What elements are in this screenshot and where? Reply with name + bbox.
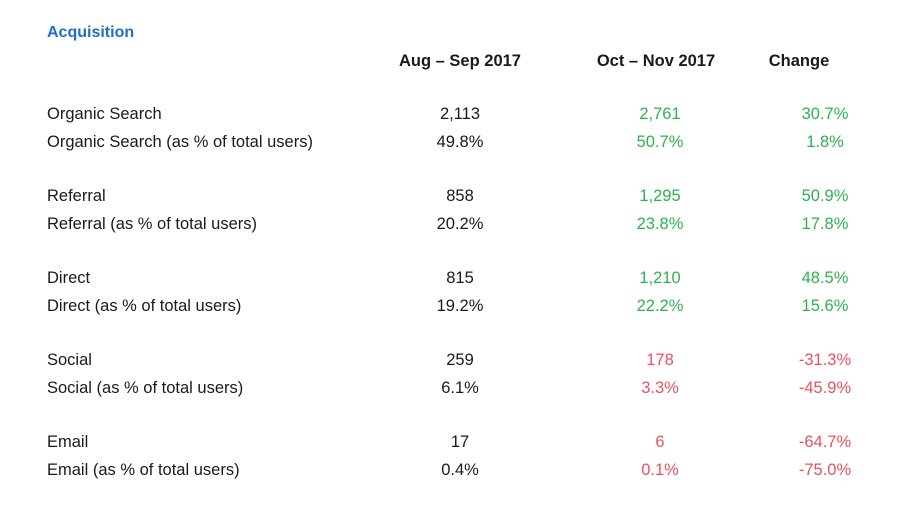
column-header-change: Change xyxy=(768,52,830,70)
change-value: -45.9% xyxy=(798,379,852,397)
row-label: Social (as % of total users) xyxy=(47,379,244,397)
change-value: 1.8% xyxy=(806,133,844,151)
row-label: Referral xyxy=(47,187,106,205)
aug-sep-value: 6.1% xyxy=(441,379,479,397)
table-row: Social 259 178 -31.3% xyxy=(0,351,920,375)
aug-sep-value: 20.2% xyxy=(436,215,484,233)
row-label: Direct (as % of total users) xyxy=(47,297,242,315)
change-value: 50.9% xyxy=(801,187,849,205)
oct-nov-value: 1,210 xyxy=(639,269,681,287)
aug-sep-value: 858 xyxy=(446,187,474,205)
change-value: 15.6% xyxy=(801,297,849,315)
table-row: Social (as % of total users) 6.1% 3.3% -… xyxy=(0,379,920,403)
row-label: Email (as % of total users) xyxy=(47,461,240,479)
row-label: Direct xyxy=(47,269,91,287)
table-row: Email 17 6 -64.7% xyxy=(0,433,920,457)
table-row: Email (as % of total users) 0.4% 0.1% -7… xyxy=(0,461,920,485)
oct-nov-value: 1,295 xyxy=(639,187,681,205)
aug-sep-value: 0.4% xyxy=(441,461,479,479)
table-row: Organic Search 2,113 2,761 30.7% xyxy=(0,105,920,129)
row-label: Organic Search xyxy=(47,105,162,123)
change-value: 30.7% xyxy=(801,105,849,123)
change-value: -75.0% xyxy=(798,461,852,479)
oct-nov-value: 178 xyxy=(646,351,674,369)
row-label: Organic Search (as % of total users) xyxy=(47,133,313,151)
aug-sep-value: 2,113 xyxy=(439,105,481,123)
change-value: -31.3% xyxy=(798,351,852,369)
aug-sep-value: 815 xyxy=(446,269,474,287)
oct-nov-value: 23.8% xyxy=(636,215,684,233)
table-row: Organic Search (as % of total users) 49.… xyxy=(0,133,920,157)
change-value: -64.7% xyxy=(798,433,852,451)
row-label: Social xyxy=(47,351,92,369)
oct-nov-value: 22.2% xyxy=(636,297,684,315)
oct-nov-value: 0.1% xyxy=(641,461,679,479)
table-row: Referral (as % of total users) 20.2% 23.… xyxy=(0,215,920,239)
row-label: Referral (as % of total users) xyxy=(47,215,257,233)
section-title: Acquisition xyxy=(47,24,135,41)
oct-nov-value: 2,761 xyxy=(639,105,681,123)
aug-sep-value: 17 xyxy=(450,433,470,451)
oct-nov-value: 6 xyxy=(655,433,665,451)
change-value: 17.8% xyxy=(801,215,849,233)
aug-sep-value: 19.2% xyxy=(436,297,484,315)
oct-nov-value: 50.7% xyxy=(636,133,684,151)
change-value: 48.5% xyxy=(801,269,849,287)
table-row: Direct (as % of total users) 19.2% 22.2%… xyxy=(0,297,920,321)
column-header-aug-sep: Aug – Sep 2017 xyxy=(399,52,521,70)
column-header-oct-nov: Oct – Nov 2017 xyxy=(596,52,716,70)
aug-sep-value: 259 xyxy=(446,351,474,369)
oct-nov-value: 3.3% xyxy=(641,379,679,397)
row-label: Email xyxy=(47,433,89,451)
table-row: Referral 858 1,295 50.9% xyxy=(0,187,920,211)
table-row: Direct 815 1,210 48.5% xyxy=(0,269,920,293)
aug-sep-value: 49.8% xyxy=(436,133,484,151)
